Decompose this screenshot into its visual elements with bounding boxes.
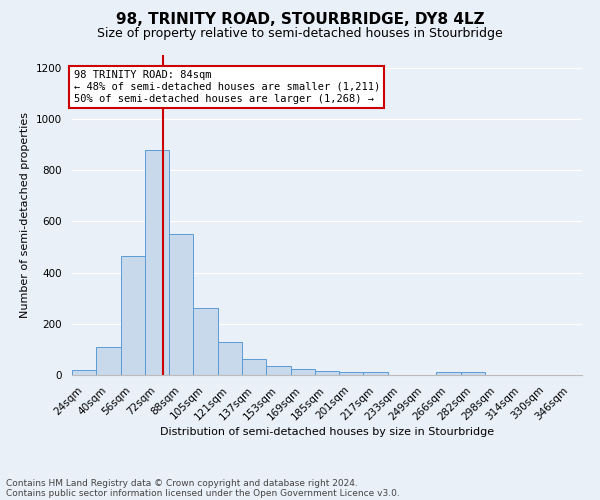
Bar — [218, 342, 242, 375]
Text: 98, TRINITY ROAD, STOURBRIDGE, DY8 4LZ: 98, TRINITY ROAD, STOURBRIDGE, DY8 4LZ — [116, 12, 484, 28]
Bar — [96, 347, 121, 375]
Bar — [145, 150, 169, 375]
Bar — [339, 372, 364, 375]
Bar — [364, 372, 388, 375]
Bar — [169, 234, 193, 375]
Bar — [266, 366, 290, 375]
Y-axis label: Number of semi-detached properties: Number of semi-detached properties — [20, 112, 31, 318]
X-axis label: Distribution of semi-detached houses by size in Stourbridge: Distribution of semi-detached houses by … — [160, 427, 494, 437]
Bar — [193, 308, 218, 375]
Bar — [315, 370, 339, 375]
Text: Contains public sector information licensed under the Open Government Licence v3: Contains public sector information licen… — [6, 488, 400, 498]
Bar — [461, 372, 485, 375]
Bar — [242, 359, 266, 375]
Bar — [290, 370, 315, 375]
Text: 98 TRINITY ROAD: 84sqm
← 48% of semi-detached houses are smaller (1,211)
50% of : 98 TRINITY ROAD: 84sqm ← 48% of semi-det… — [74, 70, 380, 104]
Text: Size of property relative to semi-detached houses in Stourbridge: Size of property relative to semi-detach… — [97, 28, 503, 40]
Bar — [436, 372, 461, 375]
Bar — [121, 256, 145, 375]
Bar — [72, 370, 96, 375]
Text: Contains HM Land Registry data © Crown copyright and database right 2024.: Contains HM Land Registry data © Crown c… — [6, 478, 358, 488]
